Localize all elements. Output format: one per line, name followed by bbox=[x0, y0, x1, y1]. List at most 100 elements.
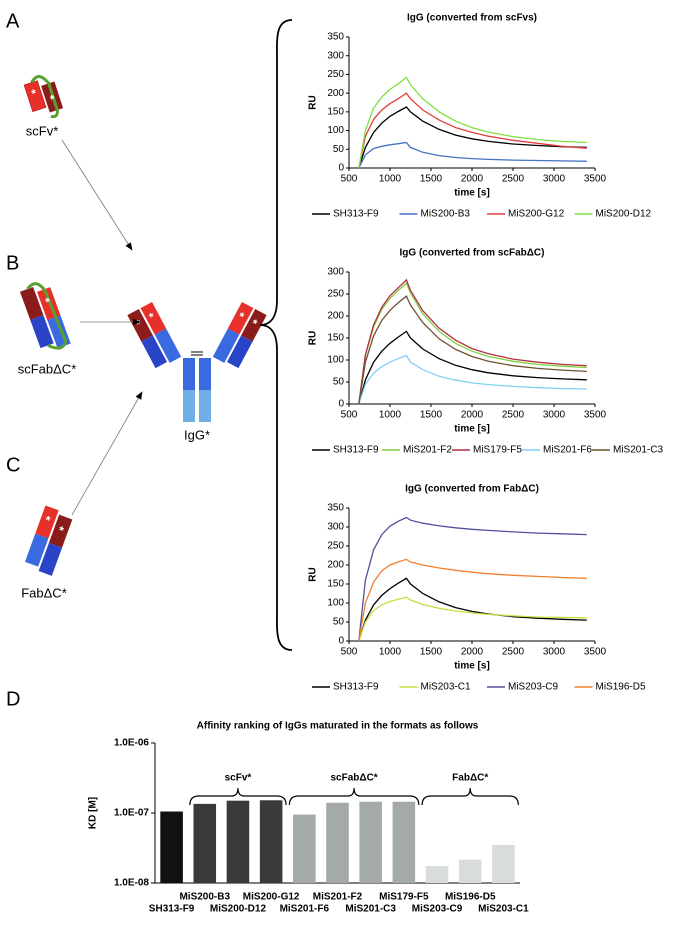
series-line bbox=[358, 106, 587, 169]
x-tick-label: 500 bbox=[341, 174, 358, 185]
x-tick-label: 1000 bbox=[379, 174, 402, 185]
diagram-label: scFv* bbox=[26, 123, 59, 138]
y-tick-label: 200 bbox=[327, 311, 344, 322]
x-tick-label: SH313-F9 bbox=[149, 904, 195, 915]
y-tick-label: 0 bbox=[338, 399, 344, 410]
y-tick-label: 250 bbox=[327, 69, 344, 80]
legend-label: MiS200-B3 bbox=[421, 209, 471, 220]
panel-letter: C bbox=[6, 454, 20, 476]
chart-title: Affinity ranking of IgGs maturated in th… bbox=[197, 721, 479, 732]
x-tick-label: 3500 bbox=[584, 410, 607, 421]
y-tick-label: 150 bbox=[327, 106, 344, 117]
scfab-diagram: * scFabΔC* bbox=[18, 282, 76, 376]
x-axis-label: time [s] bbox=[454, 661, 490, 672]
y-tick-label: 50 bbox=[333, 617, 345, 628]
y-tick-label: 150 bbox=[327, 333, 344, 344]
y-axis-label: KD [M] bbox=[88, 797, 99, 829]
x-tick-label: 2000 bbox=[461, 410, 484, 421]
x-tick-label: 3000 bbox=[543, 410, 566, 421]
panel-letter: A bbox=[6, 10, 20, 32]
group-label: scFv* bbox=[225, 773, 252, 784]
y-tick-label: 300 bbox=[327, 267, 344, 278]
legend-label: MiS179-F5 bbox=[473, 445, 522, 456]
group-label: scFabΔC* bbox=[330, 773, 377, 784]
x-tick-label: 2500 bbox=[502, 647, 525, 658]
series-line bbox=[358, 92, 587, 169]
group-brace bbox=[189, 787, 287, 806]
x-tick-label: 3000 bbox=[543, 647, 566, 658]
y-tick-label: 100 bbox=[327, 125, 344, 136]
y-tick-label: 350 bbox=[327, 32, 344, 43]
y-tick-label: 250 bbox=[327, 289, 344, 300]
x-tick-label: 1500 bbox=[420, 647, 443, 658]
x-tick-label: 2500 bbox=[502, 410, 525, 421]
star: * bbox=[43, 513, 52, 528]
chart-title: IgG (converted from scFabΔC) bbox=[400, 248, 545, 259]
y-tick-label: 1.0E-07 bbox=[114, 808, 149, 819]
series-line bbox=[358, 596, 587, 642]
y-axis-label: RU bbox=[308, 95, 319, 109]
bar bbox=[458, 859, 482, 883]
y-tick-label: 350 bbox=[327, 503, 344, 514]
series-line bbox=[358, 558, 587, 642]
star: * bbox=[56, 523, 65, 538]
x-tick-label: MiS179-F5 bbox=[379, 892, 429, 903]
x-tick-label: 500 bbox=[341, 410, 358, 421]
chart-title: IgG (converted from FabΔC) bbox=[405, 484, 539, 495]
x-tick-label: 1000 bbox=[379, 647, 402, 658]
legend-label: SH313-F9 bbox=[333, 445, 379, 456]
x-tick-label: MiS200-B3 bbox=[179, 892, 230, 903]
star: * bbox=[44, 294, 53, 309]
y-tick-label: 200 bbox=[327, 560, 344, 571]
chart-title: IgG (converted from scFvs) bbox=[407, 13, 537, 24]
x-tick-label: 2000 bbox=[461, 647, 484, 658]
series-line bbox=[358, 295, 587, 405]
y-tick-label: 100 bbox=[327, 598, 344, 609]
y-tick-label: 300 bbox=[327, 50, 344, 61]
x-tick-label: 1500 bbox=[420, 174, 443, 185]
igg-diagram: * * * * IgG* bbox=[127, 301, 267, 442]
x-tick-label: MiS203-C9 bbox=[412, 904, 463, 915]
x-tick-label: 3000 bbox=[543, 174, 566, 185]
legend-label: MiS201-C3 bbox=[613, 445, 663, 456]
star: * bbox=[147, 309, 158, 324]
panel-letter: D bbox=[6, 688, 20, 710]
y-axis-label: RU bbox=[308, 567, 319, 581]
diagram-label: IgG* bbox=[184, 427, 210, 442]
star: * bbox=[30, 86, 39, 101]
group-brace bbox=[288, 787, 420, 806]
y-tick-label: 300 bbox=[327, 522, 344, 533]
x-tick-label: 500 bbox=[341, 647, 358, 658]
panel-letter: B bbox=[6, 252, 19, 274]
series-line bbox=[358, 330, 587, 405]
legend-label: MiS200-G12 bbox=[508, 209, 565, 220]
x-tick-label: MiS203-C1 bbox=[478, 904, 529, 915]
bar bbox=[160, 811, 183, 883]
x-tick-label: 3500 bbox=[584, 647, 607, 658]
x-tick-label: MiS200-D12 bbox=[210, 904, 267, 915]
y-tick-label: 50 bbox=[333, 144, 345, 155]
legend-label: SH313-F9 bbox=[333, 209, 379, 220]
legend-label: MiS200-D12 bbox=[596, 209, 652, 220]
bar bbox=[259, 800, 283, 883]
y-tick-label: 1.0E-06 bbox=[114, 738, 149, 749]
x-tick-label: MiS196-D5 bbox=[445, 892, 496, 903]
series-line bbox=[358, 141, 587, 169]
bar bbox=[193, 803, 217, 883]
star: * bbox=[236, 309, 247, 324]
legend-label: MiS201-F6 bbox=[543, 445, 592, 456]
x-tick-label: 2000 bbox=[461, 174, 484, 185]
bar bbox=[326, 802, 349, 883]
series-line bbox=[358, 354, 587, 405]
y-tick-label: 1.0E-08 bbox=[114, 878, 149, 889]
scfv-diagram: * * scFv* bbox=[23, 74, 64, 138]
x-tick-label: 3500 bbox=[584, 174, 607, 185]
legend-label: SH313-F9 bbox=[333, 682, 379, 693]
series-line bbox=[358, 281, 587, 405]
bar bbox=[359, 801, 382, 883]
y-tick-label: 0 bbox=[338, 163, 344, 174]
diagram-label: FabΔC* bbox=[21, 585, 67, 600]
bar bbox=[293, 814, 316, 883]
x-tick-label: 1500 bbox=[420, 410, 443, 421]
